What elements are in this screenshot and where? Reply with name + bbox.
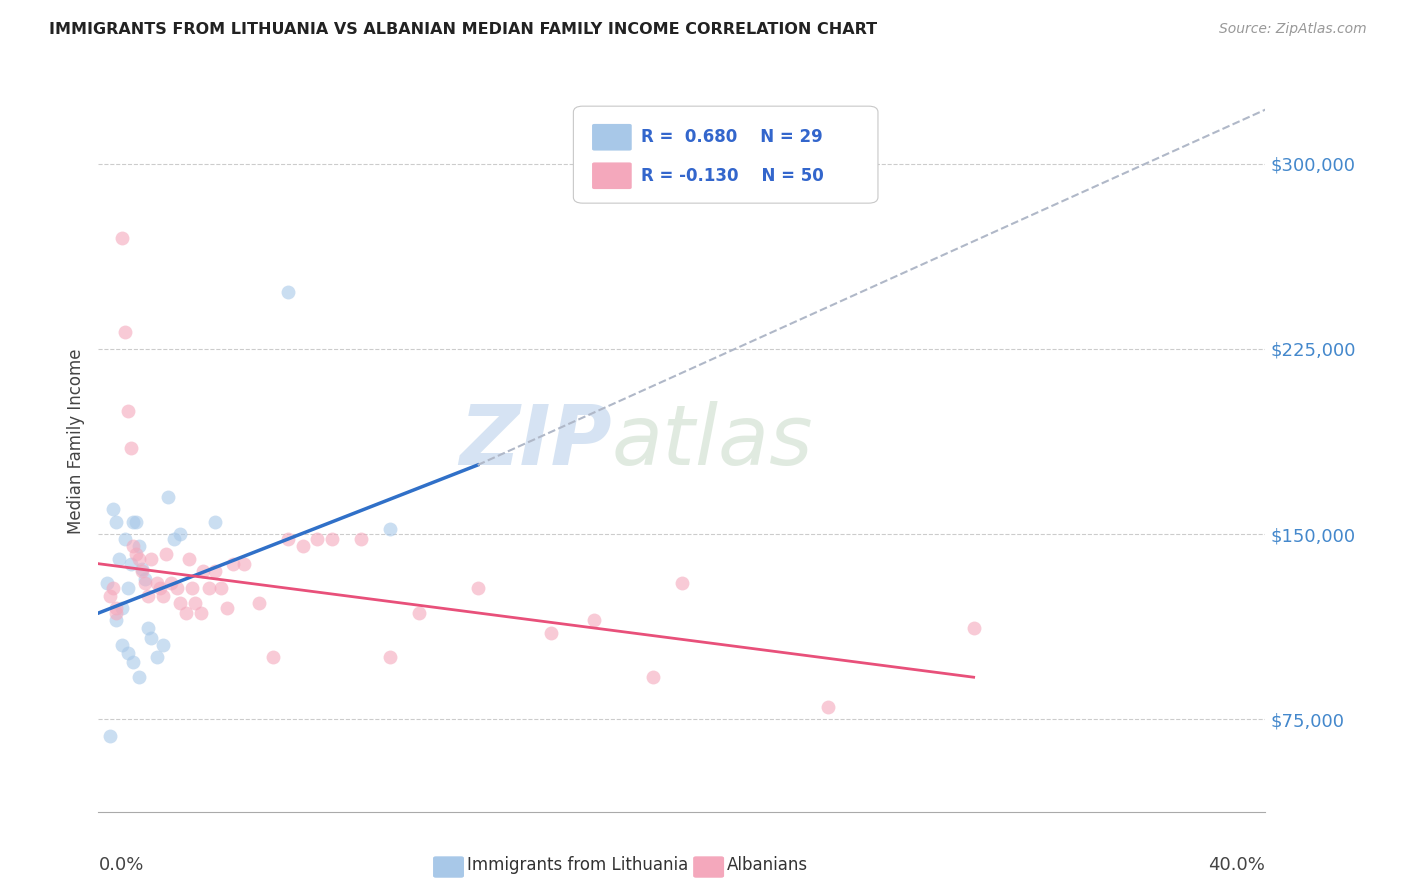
Point bbox=[125, 547, 148, 561]
Point bbox=[101, 502, 124, 516]
Point bbox=[204, 564, 226, 578]
Point bbox=[152, 589, 174, 603]
Point bbox=[139, 631, 162, 645]
Text: atlas: atlas bbox=[612, 401, 814, 482]
Point bbox=[122, 515, 145, 529]
Point bbox=[540, 625, 562, 640]
Point bbox=[467, 582, 489, 596]
Point bbox=[120, 441, 142, 455]
Point bbox=[128, 540, 150, 554]
FancyBboxPatch shape bbox=[574, 106, 877, 203]
Point bbox=[104, 601, 127, 615]
Point bbox=[128, 670, 150, 684]
Point bbox=[101, 582, 124, 596]
Point bbox=[198, 582, 221, 596]
Point bbox=[104, 614, 127, 628]
Point bbox=[98, 730, 121, 744]
Point bbox=[157, 490, 180, 504]
Point bbox=[136, 589, 159, 603]
Point bbox=[128, 551, 150, 566]
Point bbox=[125, 515, 148, 529]
FancyBboxPatch shape bbox=[592, 162, 631, 189]
Point bbox=[114, 532, 136, 546]
Point bbox=[321, 532, 343, 546]
Point bbox=[583, 614, 606, 628]
Point bbox=[641, 670, 664, 684]
Point bbox=[98, 589, 121, 603]
Point bbox=[122, 540, 145, 554]
Point bbox=[209, 582, 232, 596]
Point bbox=[193, 564, 215, 578]
Point bbox=[131, 561, 153, 575]
Text: R =  0.680    N = 29: R = 0.680 N = 29 bbox=[641, 128, 823, 146]
Point bbox=[146, 576, 169, 591]
Point bbox=[163, 532, 186, 546]
Point bbox=[962, 621, 984, 635]
Point bbox=[146, 650, 169, 665]
Point bbox=[117, 403, 139, 417]
Point bbox=[104, 515, 127, 529]
Point bbox=[408, 606, 430, 620]
Point bbox=[136, 621, 159, 635]
Text: 0.0%: 0.0% bbox=[98, 856, 143, 874]
Point bbox=[104, 606, 127, 620]
Point bbox=[215, 601, 238, 615]
Text: 40.0%: 40.0% bbox=[1209, 856, 1265, 874]
Text: Immigrants from Lithuania: Immigrants from Lithuania bbox=[467, 856, 688, 874]
Text: ZIP: ZIP bbox=[460, 401, 612, 482]
Point bbox=[350, 532, 373, 546]
Point bbox=[233, 557, 256, 571]
Point bbox=[291, 540, 314, 554]
Point bbox=[117, 646, 139, 660]
Point bbox=[183, 596, 205, 610]
Point bbox=[177, 551, 200, 566]
Point bbox=[111, 231, 134, 245]
Point bbox=[817, 699, 839, 714]
Point bbox=[131, 564, 153, 578]
Point bbox=[262, 650, 284, 665]
Point bbox=[120, 557, 142, 571]
Point bbox=[108, 551, 131, 566]
Text: Albanians: Albanians bbox=[727, 856, 808, 874]
Text: Source: ZipAtlas.com: Source: ZipAtlas.com bbox=[1219, 22, 1367, 37]
Point bbox=[139, 551, 162, 566]
Point bbox=[277, 285, 299, 300]
Point bbox=[155, 547, 177, 561]
Point bbox=[152, 638, 174, 652]
Point bbox=[111, 638, 134, 652]
Y-axis label: Median Family Income: Median Family Income bbox=[66, 349, 84, 534]
Point bbox=[277, 532, 299, 546]
Text: IMMIGRANTS FROM LITHUANIA VS ALBANIAN MEDIAN FAMILY INCOME CORRELATION CHART: IMMIGRANTS FROM LITHUANIA VS ALBANIAN ME… bbox=[49, 22, 877, 37]
Point bbox=[122, 656, 145, 670]
Point bbox=[380, 650, 402, 665]
Point bbox=[380, 522, 402, 536]
Point bbox=[134, 576, 156, 591]
Point bbox=[149, 582, 172, 596]
Point bbox=[134, 572, 156, 586]
Point bbox=[221, 557, 243, 571]
Point bbox=[174, 606, 197, 620]
Point bbox=[117, 582, 139, 596]
Text: R = -0.130    N = 50: R = -0.130 N = 50 bbox=[641, 167, 824, 185]
Point bbox=[247, 596, 270, 610]
Point bbox=[169, 527, 191, 541]
Point bbox=[307, 532, 329, 546]
Point bbox=[169, 596, 191, 610]
Point bbox=[114, 325, 136, 339]
Point bbox=[180, 582, 202, 596]
Point bbox=[166, 582, 188, 596]
Point bbox=[190, 606, 212, 620]
Point bbox=[671, 576, 693, 591]
Point bbox=[160, 576, 183, 591]
FancyBboxPatch shape bbox=[592, 124, 631, 151]
Point bbox=[96, 576, 118, 591]
Point bbox=[204, 515, 226, 529]
Point bbox=[111, 601, 134, 615]
